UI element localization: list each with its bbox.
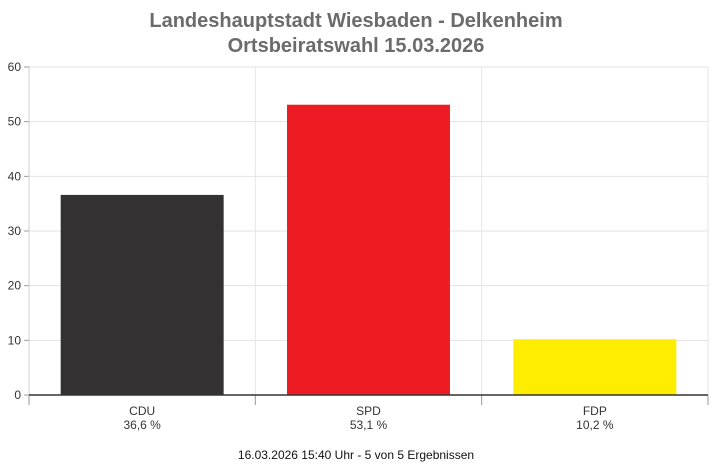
y-tick-label: 40 (8, 169, 22, 183)
data-label: 36,6 % (123, 418, 161, 432)
results-footer: 16.03.2026 15:40 Uhr - 5 von 5 Ergebniss… (237, 448, 475, 462)
bar-cdu (60, 194, 224, 395)
y-tick-label: 10 (8, 333, 22, 347)
bar-fdp (513, 339, 677, 395)
y-tick-label: 60 (8, 60, 22, 74)
chart-subtitle: Ortsbeiratswahl 15.03.2026 (227, 35, 485, 57)
data-label: 10,2 % (576, 418, 614, 432)
x-tick-label: SPD (356, 404, 381, 418)
y-tick-label: 30 (8, 224, 22, 238)
data-label: 53,1 % (350, 418, 388, 432)
y-tick-label: 20 (8, 279, 22, 293)
chart-title: Landeshauptstadt Wiesbaden - Delkenheim (149, 10, 563, 32)
y-tick-label: 0 (14, 388, 21, 402)
x-tick-label: CDU (129, 404, 155, 418)
y-tick-label: 50 (8, 115, 22, 129)
bar-spd (287, 104, 450, 395)
x-tick-label: FDP (583, 404, 607, 418)
